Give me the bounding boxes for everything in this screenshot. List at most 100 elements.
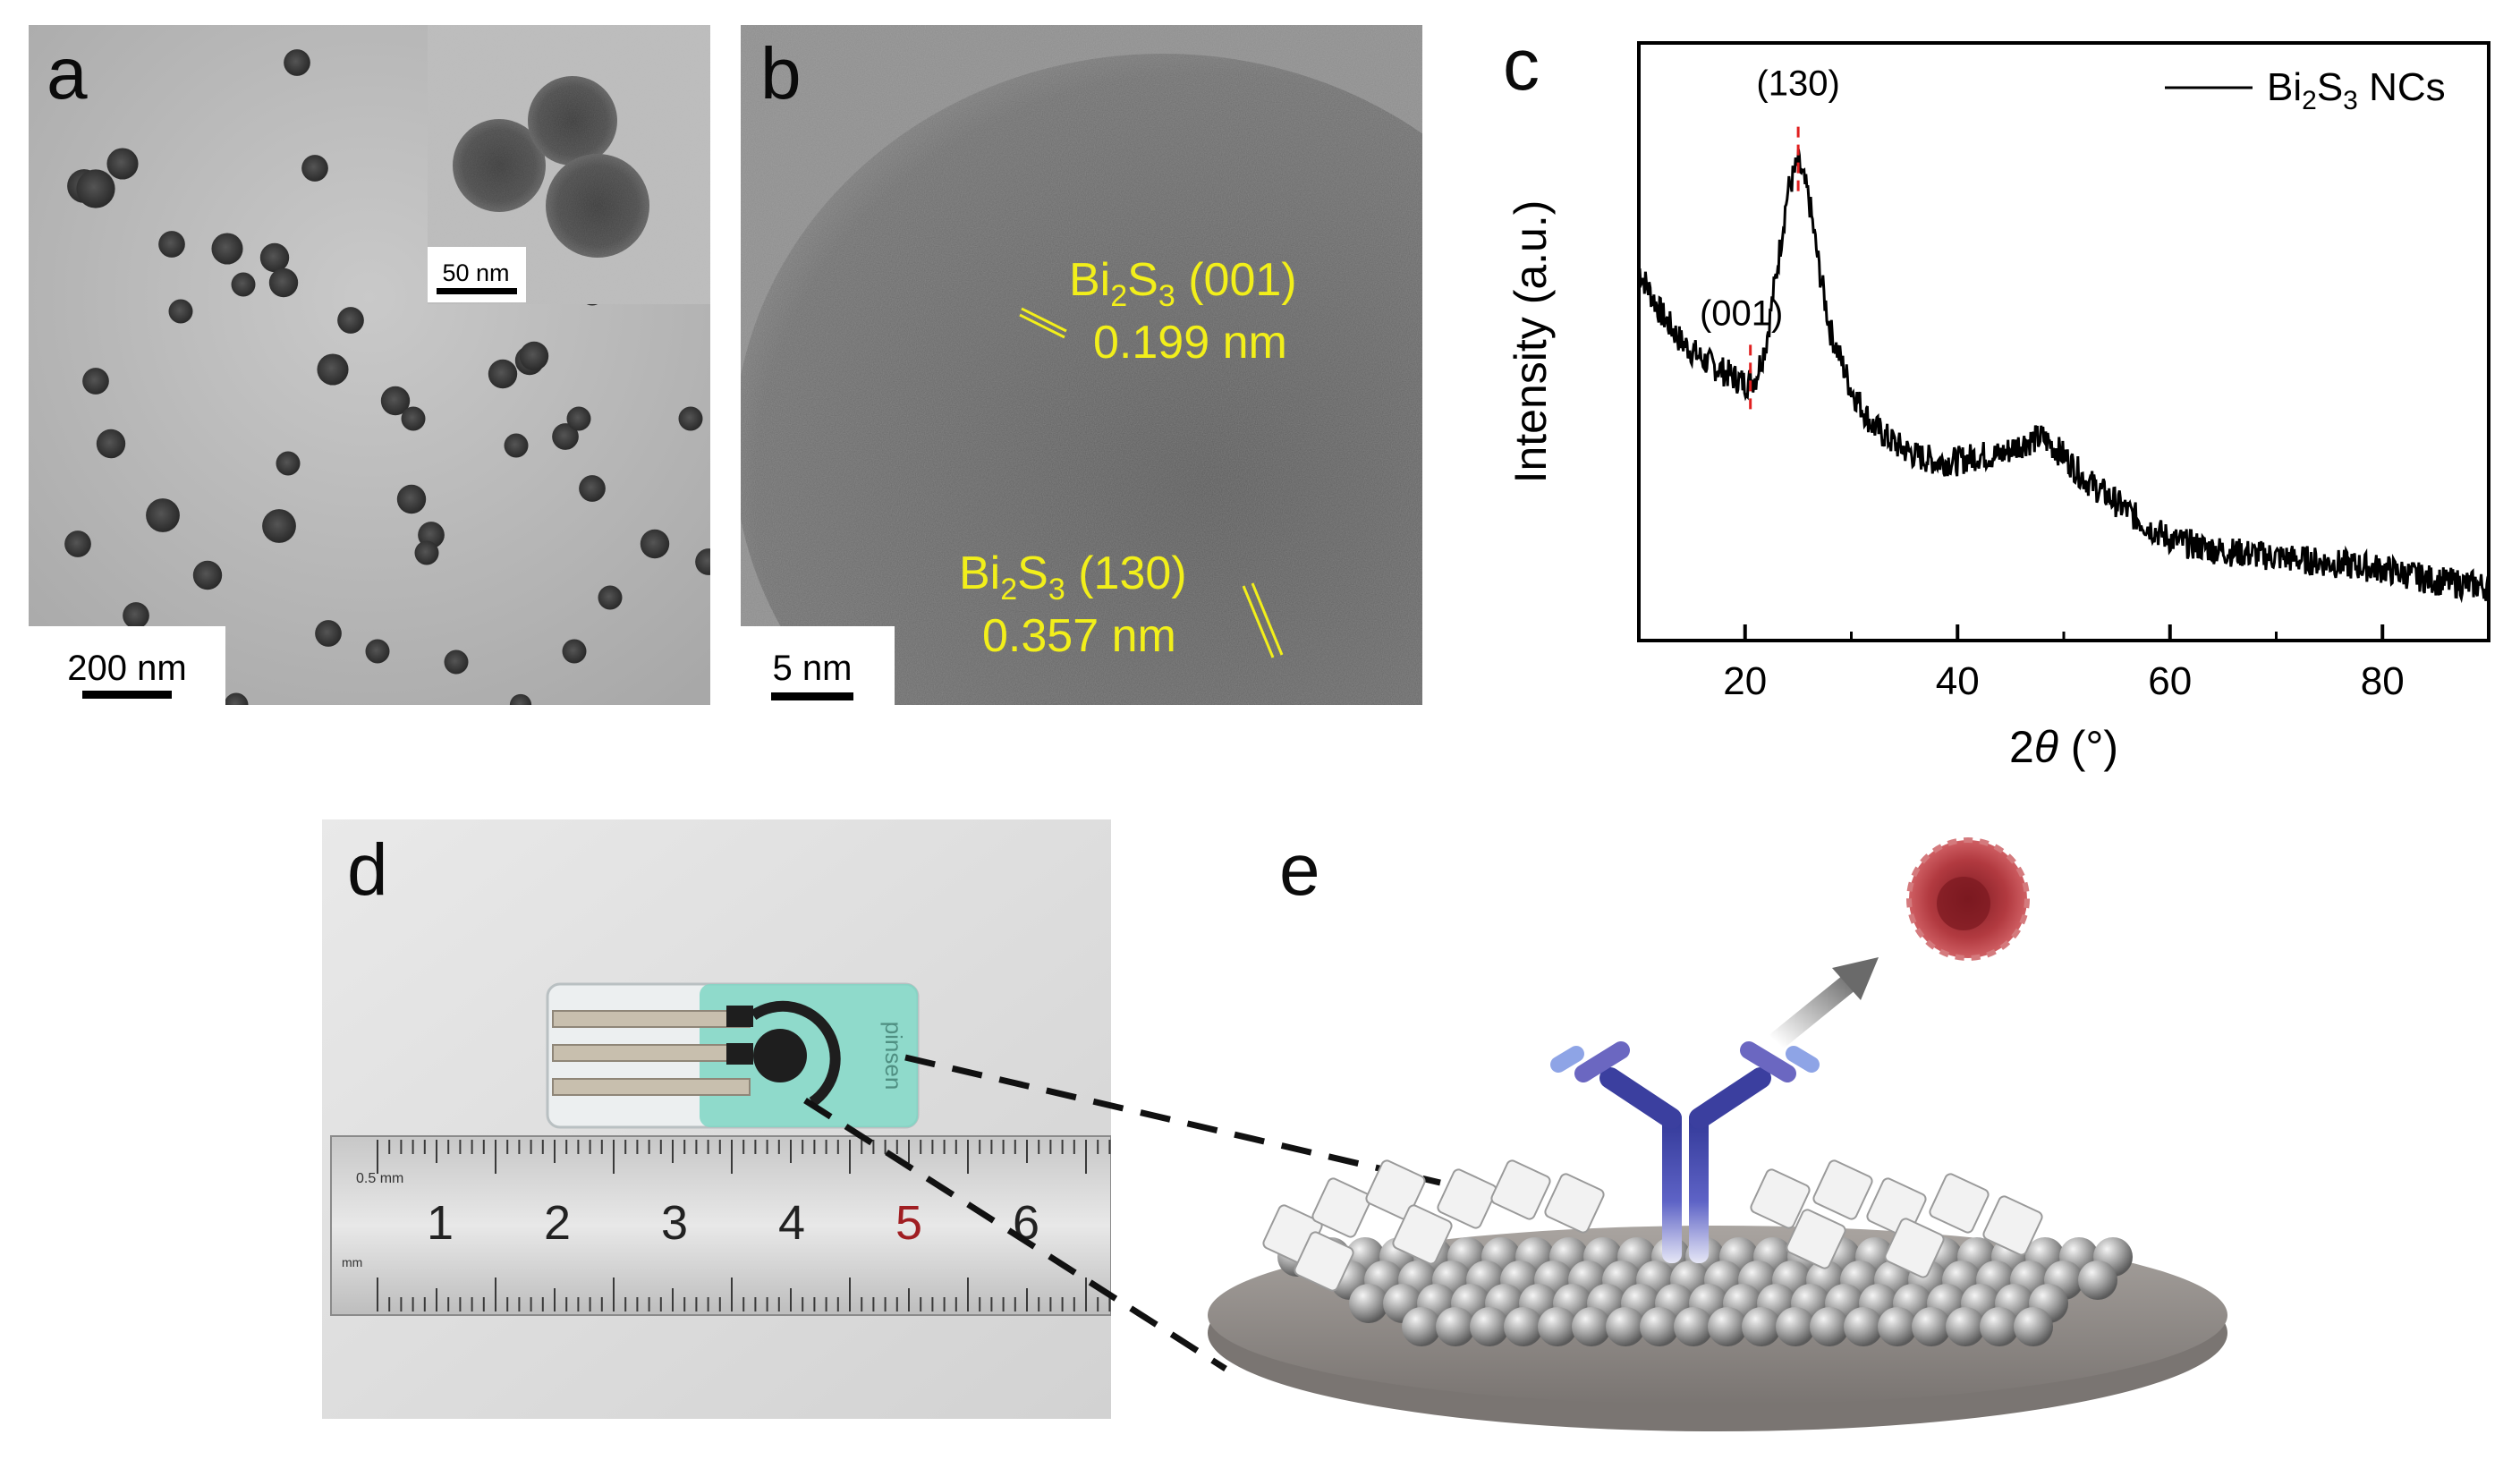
working-electrode xyxy=(753,1029,807,1082)
x-tick-label: 60 xyxy=(2148,659,2192,703)
scale-bar-label: 200 nm xyxy=(67,649,186,688)
nanosphere xyxy=(1776,1307,1815,1346)
nanosphere xyxy=(2014,1307,2053,1346)
nanosphere xyxy=(1402,1307,1441,1346)
nanosphere xyxy=(1572,1307,1611,1346)
nanoparticle xyxy=(509,693,532,705)
nanoparticle xyxy=(168,299,193,324)
panel-b-hrtem-image xyxy=(741,25,1422,705)
nanoparticle xyxy=(640,529,670,559)
nanoparticle xyxy=(158,231,185,258)
nanoparticle xyxy=(504,433,529,458)
screen-printed-electrode: pinsen xyxy=(546,982,920,1129)
nanoparticle xyxy=(268,267,299,298)
crystal-cube xyxy=(1311,1177,1372,1238)
nanoparticle xyxy=(64,531,91,557)
nanoparticle xyxy=(396,484,427,514)
reference-lines xyxy=(1749,126,1800,417)
nanosphere xyxy=(1640,1307,1679,1346)
nanoparticle xyxy=(90,738,115,762)
crystal-cube xyxy=(1437,1168,1498,1229)
nanosphere xyxy=(1844,1307,1883,1346)
nanosphere xyxy=(1504,1307,1543,1346)
nanoparticle xyxy=(82,368,109,395)
nanoparticle xyxy=(317,353,349,386)
zoom-connector-line xyxy=(904,1054,1441,1186)
nanoparticle xyxy=(562,639,587,664)
nanosphere xyxy=(1674,1307,1713,1346)
nanoparticle xyxy=(566,406,591,431)
nanosphere xyxy=(1470,1307,1509,1346)
crystal-cube xyxy=(1544,1173,1605,1234)
nanoparticle xyxy=(146,498,180,532)
xrd-chart: 20 40 60 80 (001) (130) Bi2S3 NCs 2θ (°) Int… xyxy=(1506,41,2490,772)
scale-bar xyxy=(82,691,172,699)
x-tick-label: 20 xyxy=(1723,659,1767,703)
peak-labels: (001) (130) xyxy=(1700,64,1840,334)
nanoparticle xyxy=(76,169,115,208)
crystal-cube xyxy=(1294,1231,1354,1292)
crystal-layer xyxy=(1262,1159,2043,1292)
crystal-cube xyxy=(1812,1159,1873,1220)
nanosphere xyxy=(1349,1284,1388,1323)
crystal-cube xyxy=(1490,1159,1551,1220)
annotation-001-spacing: 0.199 nm xyxy=(1093,317,1287,369)
lattice-marker-001 xyxy=(1021,307,1067,333)
nanosphere xyxy=(1980,1307,2019,1346)
crystal-cube xyxy=(1750,1168,1811,1229)
binding-arrow-icon xyxy=(1769,957,1879,1050)
crystal-cube xyxy=(1982,1195,2043,1256)
nanosphere xyxy=(1538,1307,1577,1346)
nanoparticle xyxy=(231,272,256,297)
peak-label: (130) xyxy=(1756,64,1839,104)
xrd-series xyxy=(1639,149,2489,604)
nanoparticle xyxy=(96,429,126,459)
nanoparticle xyxy=(380,386,411,416)
panel-a-inset xyxy=(428,25,710,304)
panel-letter-b: b xyxy=(760,33,802,115)
nanosphere xyxy=(1810,1307,1849,1346)
nanoparticle xyxy=(695,548,710,575)
panel-letter-c: c xyxy=(1503,24,1540,106)
panel-a-tem-image xyxy=(29,25,745,762)
sensor-schematic xyxy=(1208,837,2227,1431)
ruler-number: 4 xyxy=(778,1196,805,1250)
nanosphere xyxy=(1946,1307,1985,1346)
annotation-130-formula: Bi2S3 (130) xyxy=(959,548,1187,607)
nanoparticle xyxy=(444,649,469,675)
nanoparticle xyxy=(276,451,301,476)
nanoparticle xyxy=(598,585,623,610)
plot-frame xyxy=(1637,41,2490,642)
ruler-small-label: 0.5 mm xyxy=(356,1171,403,1186)
nanoparticle xyxy=(224,692,249,705)
y-axis-label: Intensity (a.u.) xyxy=(1506,200,1556,484)
nanoparticle xyxy=(414,540,439,565)
ruler-number: 3 xyxy=(661,1196,688,1250)
series-line-bi2s3 xyxy=(1639,149,2489,604)
nanosphere xyxy=(2078,1261,2117,1300)
x-tick-label: 80 xyxy=(2361,659,2405,703)
x-tick-label: 40 xyxy=(1936,659,1980,703)
nanoparticle xyxy=(678,406,703,431)
x-axis-ticks: 20 40 60 80 xyxy=(1637,624,2490,703)
crystal-cube xyxy=(1929,1173,1990,1234)
ruler-number: 2 xyxy=(544,1196,571,1250)
nanoparticle xyxy=(211,233,243,265)
nanoparticle xyxy=(717,704,745,733)
ruler-number: 5 xyxy=(895,1196,922,1250)
scale-bar-label: 5 nm xyxy=(773,649,853,688)
nanoparticle xyxy=(519,341,549,371)
nanosphere xyxy=(1912,1307,1951,1346)
crystal-cube xyxy=(1365,1159,1426,1220)
nanoparticle xyxy=(284,49,310,76)
panel-letter-a: a xyxy=(47,33,88,115)
panel-letter-d: d xyxy=(347,829,388,911)
nanosphere xyxy=(1708,1307,1747,1346)
nanoparticle xyxy=(579,475,606,502)
nanosphere xyxy=(1878,1307,1917,1346)
nanoparticle xyxy=(552,423,579,450)
nanoparticle-layer xyxy=(1277,1237,2133,1346)
x-axis-label: 2θ (°) xyxy=(2009,722,2118,772)
